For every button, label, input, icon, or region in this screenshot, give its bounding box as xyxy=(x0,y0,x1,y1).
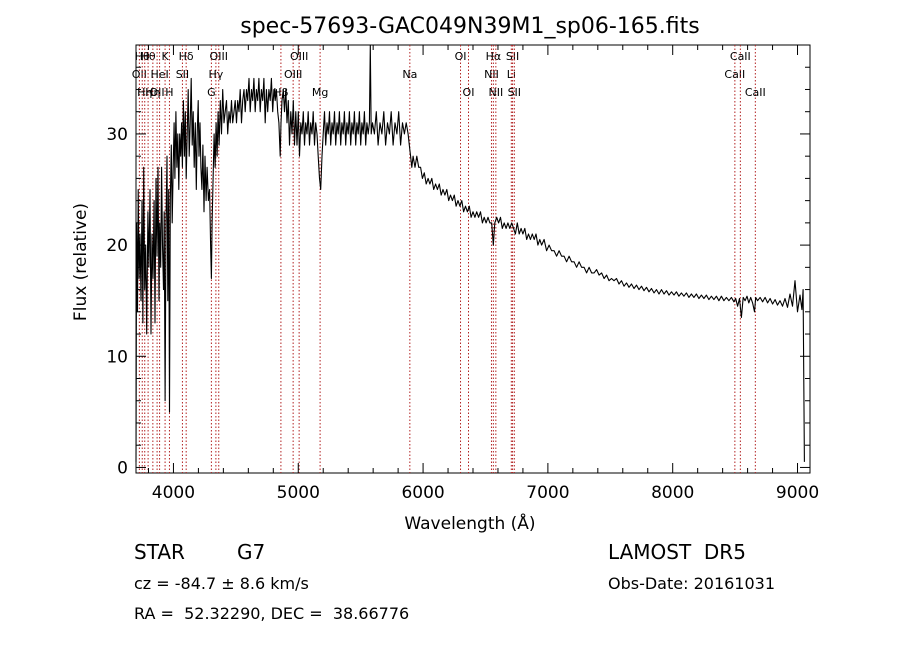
y-ticks: 0 10 20 30 xyxy=(106,44,810,478)
y-axis-label: Flux (relative) xyxy=(71,203,91,321)
line-markers: OIIHθHηHθHηOIIHeIKHSIIHδGHγOIIIHβOIIIOII… xyxy=(132,45,766,473)
marker-label: Mg xyxy=(312,86,328,99)
x-tick-label: 5000 xyxy=(277,483,320,503)
object-class: STAR xyxy=(134,540,185,564)
marker-label: OI xyxy=(455,50,467,63)
marker-label: NII xyxy=(484,68,499,81)
marker-label: CaII xyxy=(724,68,745,81)
x-tick-label: 7000 xyxy=(526,483,569,503)
marker-label: SII xyxy=(508,86,521,99)
y-tick-label: 0 xyxy=(117,458,128,478)
x-tick-label: 8000 xyxy=(651,483,694,503)
marker-label: Na xyxy=(402,68,417,81)
y-tick-label: 10 xyxy=(106,347,128,367)
x-ticks: 4000 5000 6000 7000 8000 9000 xyxy=(147,45,819,503)
chart-title: spec-57693-GAC049N39M1_sp06-165.fits xyxy=(240,14,700,39)
marker-label: OIII xyxy=(210,50,228,63)
sky-coordinates: RA = 52.32290, DEC = 38.66776 xyxy=(134,604,410,623)
marker-label: K xyxy=(161,50,169,63)
marker-label: Hα xyxy=(486,50,502,63)
marker-label: OII xyxy=(132,68,147,81)
y-tick-label: 20 xyxy=(106,236,128,256)
marker-label: OIII xyxy=(290,50,308,63)
marker-label: OI xyxy=(463,86,475,99)
marker-label: SII xyxy=(506,50,519,63)
spectrum-series-line xyxy=(135,44,805,462)
marker-label: SII xyxy=(176,68,189,81)
marker-label: NII xyxy=(488,86,503,99)
marker-label: H xyxy=(165,86,173,99)
marker-label: Hη xyxy=(145,86,160,99)
marker-label: CaII xyxy=(745,86,766,99)
observation-date: Obs-Date: 20161031 xyxy=(608,574,776,593)
series-layer xyxy=(135,44,805,462)
y-tick-label: 30 xyxy=(106,125,128,145)
survey-label: LAMOST DR5 xyxy=(608,540,746,564)
x-tick-label: 4000 xyxy=(152,483,195,503)
marker-label: Hθ xyxy=(141,50,156,63)
marker-label: CaII xyxy=(730,50,751,63)
x-axis-label: Wavelength (Å) xyxy=(404,512,535,534)
marker-label: OII xyxy=(150,86,165,99)
marker-label: HeI xyxy=(150,68,168,81)
redshift-velocity: cz = -84.7 ± 8.6 km/s xyxy=(134,574,309,593)
x-tick-label: 9000 xyxy=(776,483,819,503)
object-subclass: G7 xyxy=(237,540,266,564)
marker-label: Hθ xyxy=(135,50,150,63)
marker-label: Hδ xyxy=(179,50,194,63)
marker-label: Li xyxy=(507,68,516,81)
marker-label: G xyxy=(207,86,216,99)
x-tick-label: 6000 xyxy=(401,483,444,503)
marker-label: OIII xyxy=(284,68,302,81)
marker-label: Hγ xyxy=(208,68,223,81)
